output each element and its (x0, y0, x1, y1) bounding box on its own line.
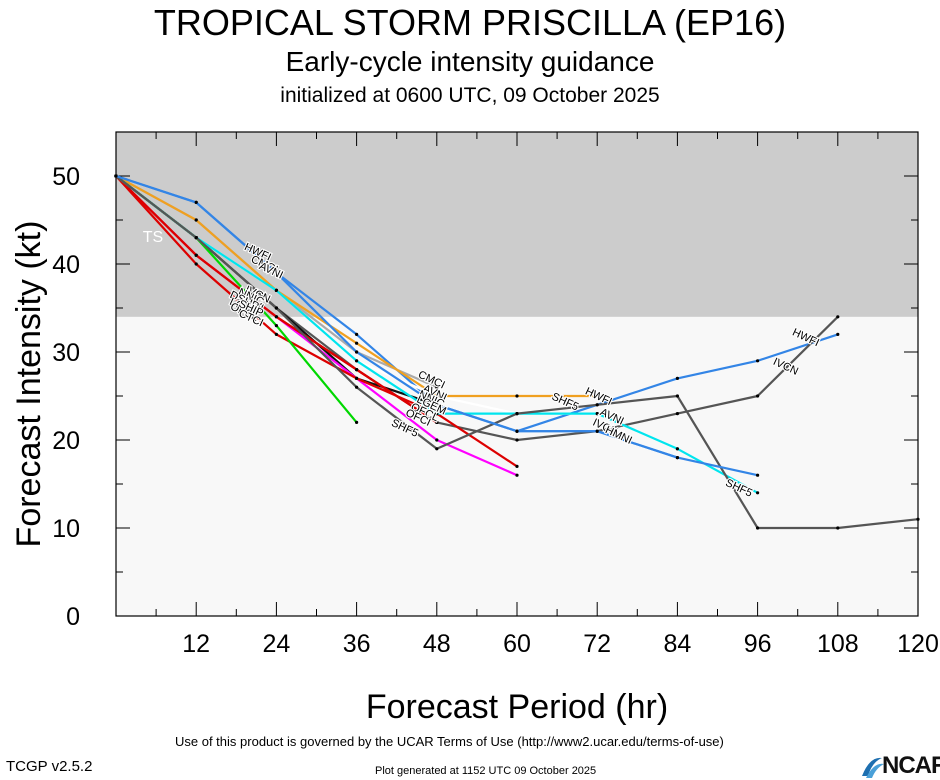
y-tick-label: 40 (52, 251, 80, 279)
data-point-gfni (194, 218, 198, 222)
data-point-shf5 (515, 412, 519, 416)
data-point-ctci (355, 359, 359, 363)
init-time: initialized at 0600 UTC, 09 October 2025 (280, 84, 660, 107)
data-point-ctci (595, 412, 599, 416)
data-point-shf5 (595, 403, 599, 407)
terms-notice: Use of this product is governed by the U… (175, 734, 724, 749)
data-point-lgem (274, 332, 278, 336)
data-point-hfip (595, 429, 599, 433)
data-point-gfni (355, 341, 359, 345)
data-point-shf5 (836, 526, 840, 530)
y-tick-label: 30 (52, 339, 80, 367)
x-tick-label: 48 (423, 630, 451, 658)
data-point-shf5 (675, 394, 680, 398)
x-tick-label: 72 (583, 630, 611, 658)
y-tick-label: 0 (66, 603, 80, 631)
data-point-shf5 (274, 306, 278, 310)
data-point-gfni (515, 394, 519, 398)
data-point-hmni (435, 403, 439, 407)
x-tick-label: 120 (897, 630, 939, 658)
data-point-ctci (435, 412, 439, 416)
version-label: TCGP v2.5.2 (6, 758, 93, 775)
data-point-ivcn (756, 394, 760, 398)
chart-title: TROPICAL STORM PRISCILLA (EP16) (153, 2, 787, 43)
data-point-ofci (274, 315, 278, 319)
data-point-hmni (114, 174, 118, 178)
x-tick-label: 96 (744, 630, 772, 658)
x-tick-label: 60 (503, 630, 531, 658)
data-point-hmni (756, 473, 760, 477)
data-point-ctci (756, 491, 760, 495)
data-point-ship (274, 324, 278, 328)
ncar-logo: NCAR (860, 752, 940, 780)
data-point-hwfi (355, 332, 359, 336)
chart-subtitle: Early-cycle intensity guidance (285, 46, 655, 77)
data-point-ship (355, 420, 359, 424)
x-axis-title: Forecast Period (hr) (366, 688, 668, 726)
ncar-logo-text: NCAR (882, 752, 940, 779)
data-point-ivcn (675, 412, 680, 416)
data-point-shf5 (756, 526, 760, 530)
data-point-hmni (274, 271, 278, 275)
data-point-ctci (274, 288, 278, 292)
data-point-hfip (675, 456, 680, 460)
data-point-ofci (355, 368, 359, 372)
data-point-hmni (194, 200, 198, 204)
data-point-gfni (435, 394, 439, 398)
data-point-hmni (355, 350, 359, 354)
data-point-lgem (355, 376, 359, 380)
data-point-lgem (515, 464, 519, 468)
data-point-ctci (675, 447, 680, 451)
data-point-hfip (515, 429, 519, 433)
ncar-logo-icon (862, 757, 884, 778)
data-point-cmci (435, 385, 439, 389)
data-point-lgem (194, 262, 198, 266)
data-point-hwfi (836, 332, 840, 336)
data-point-dshp (515, 473, 519, 477)
x-tick-label: 108 (817, 630, 859, 658)
y-tick-label: 20 (52, 427, 80, 455)
ts-region-label: TS (143, 229, 163, 246)
y-axis-title: Forecast Intensity (kt) (10, 221, 48, 548)
data-point-hwfi (756, 359, 760, 363)
data-point-shf5 (355, 385, 359, 389)
data-point-ivcn (836, 315, 840, 319)
y-tick-label: 10 (52, 515, 80, 543)
data-point-shf5 (194, 236, 198, 240)
series-line-lgem (115, 175, 518, 468)
y-tick-label: 50 (52, 163, 80, 191)
x-tick-label: 84 (663, 630, 691, 658)
generated-time: Plot generated at 1152 UTC 09 October 20… (375, 765, 597, 777)
data-point-gfni (595, 394, 599, 398)
data-point-shf5 (916, 517, 920, 521)
data-point-shf5 (435, 447, 439, 451)
data-point-dshp (435, 438, 439, 442)
data-point-ofci (435, 420, 439, 424)
x-tick-label: 36 (343, 630, 371, 658)
x-tick-label: 24 (262, 630, 290, 658)
x-tick-label: 12 (182, 630, 210, 658)
data-point-ivcn (515, 438, 519, 442)
ts-region (116, 132, 918, 317)
data-point-ofci (194, 253, 198, 257)
data-point-hwfi (675, 376, 680, 380)
